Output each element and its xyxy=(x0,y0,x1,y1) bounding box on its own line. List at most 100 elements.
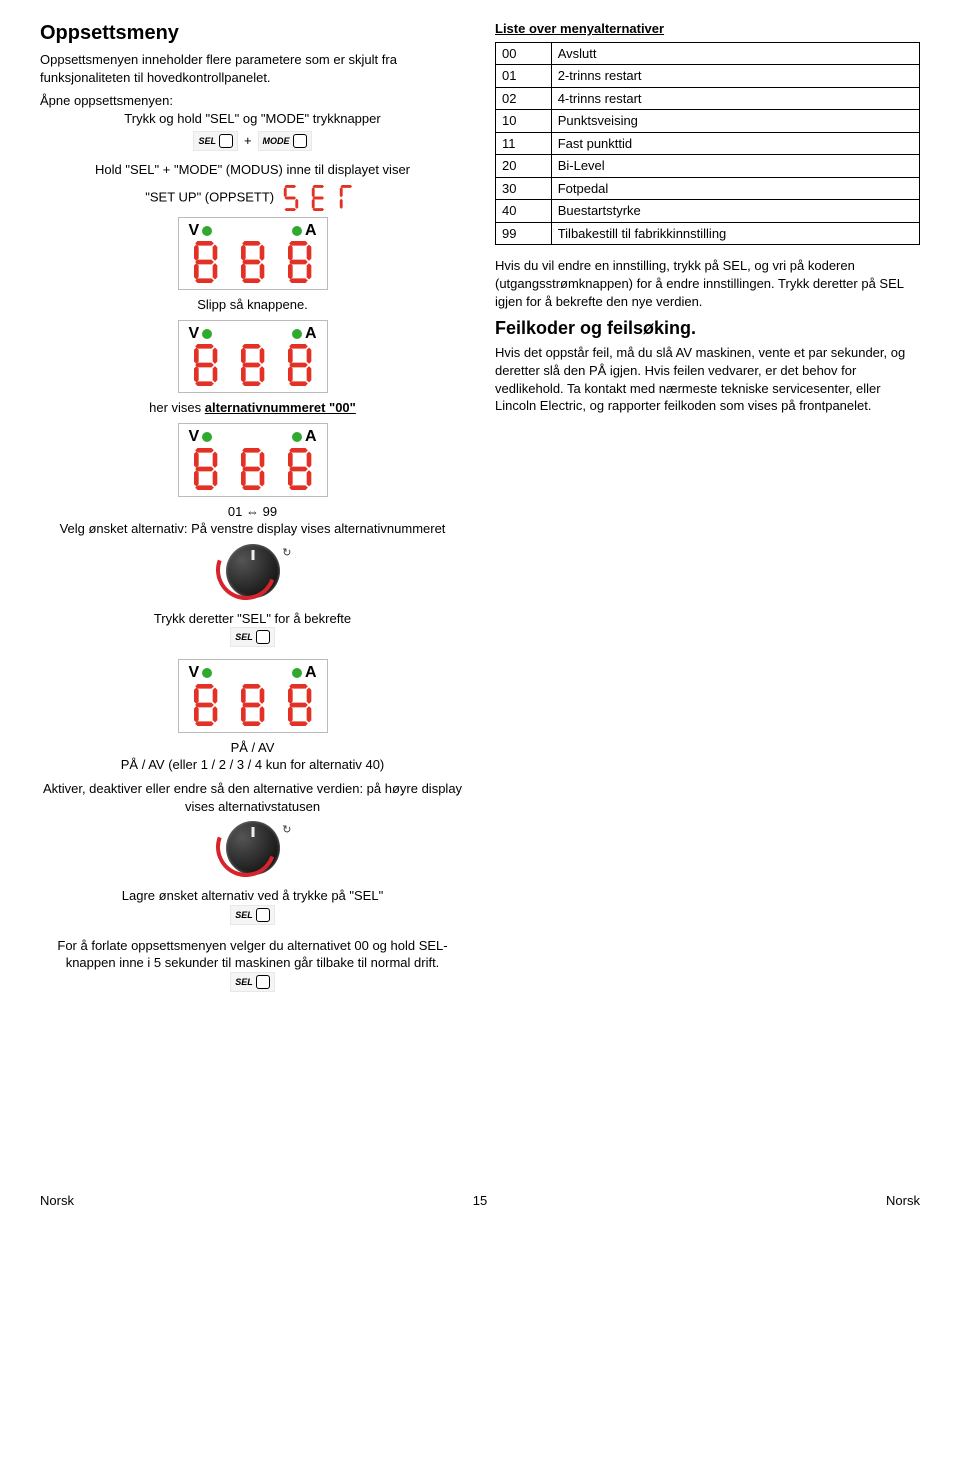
sec-word xyxy=(278,185,360,211)
display-panel: V A xyxy=(178,659,328,733)
square-icon xyxy=(293,134,307,148)
sel-button[interactable]: SEL xyxy=(230,627,275,647)
sel-button[interactable]: SEL xyxy=(230,905,275,925)
mode-button[interactable]: MODE xyxy=(258,131,312,151)
square-icon xyxy=(256,630,270,644)
led-dot-icon xyxy=(292,329,302,339)
table-row: 30Fotpedal xyxy=(496,177,920,200)
table-cell: Bi-Level xyxy=(551,155,919,178)
footer-center: 15 xyxy=(473,1192,487,1210)
v-label: V xyxy=(189,222,200,239)
onoff-text: PÅ / AV (eller 1 / 2 / 3 / 4 kun for alt… xyxy=(40,756,465,774)
table-row: 012-trinns restart xyxy=(496,65,920,88)
onoff-label: PÅ / AV xyxy=(40,739,465,757)
v-label: V xyxy=(189,428,200,445)
table-cell: Avslutt xyxy=(551,42,919,65)
sel-button[interactable]: SEL xyxy=(193,131,238,151)
sel-button-label: SEL xyxy=(198,135,216,147)
seg8-icon xyxy=(279,684,320,726)
a-label: A xyxy=(305,325,317,342)
a-label: A xyxy=(305,222,317,239)
sel-plus-mode-row: SEL + MODE xyxy=(193,131,311,151)
table-cell: Tilbakestill til fabrikkinnstilling xyxy=(551,222,919,245)
err-text: Hvis det oppstår feil, må du slå AV mask… xyxy=(495,344,920,414)
table-cell: 20 xyxy=(496,155,552,178)
encoder-arrow-icon: ↻ xyxy=(282,546,291,561)
mode-button-label: MODE xyxy=(263,135,290,147)
display-panel: V A xyxy=(178,320,328,394)
display-panel: V A xyxy=(178,423,328,497)
footer-left: Norsk xyxy=(40,1192,74,1210)
left-intro: Oppsettsmenyen inneholder flere paramete… xyxy=(40,51,465,86)
footer-right: Norsk xyxy=(886,1192,920,1210)
square-icon xyxy=(256,975,270,989)
confirm-sel-text: Trykk deretter "SEL" for å bekrefte xyxy=(40,610,465,628)
exit-text: For å forlate oppsettsmenyen velger du a… xyxy=(40,937,465,972)
table-row: 40Buestartstyrke xyxy=(496,200,920,223)
a-label: A xyxy=(305,428,317,445)
plus-label: + xyxy=(244,132,252,150)
release-text: Slipp så knappene. xyxy=(40,296,465,314)
square-icon xyxy=(219,134,233,148)
led-dot-icon xyxy=(292,432,302,442)
change-text: Hvis du vil endre en innstilling, trykk … xyxy=(495,257,920,310)
led-dot-icon xyxy=(202,668,212,678)
sel-button[interactable]: SEL xyxy=(230,972,275,992)
square-icon xyxy=(256,908,270,922)
open-menu-heading: Åpne oppsettsmenyen: xyxy=(40,92,465,110)
table-row: 00Avslutt xyxy=(496,42,920,65)
activate-text: Aktiver, deaktiver eller endre så den al… xyxy=(40,780,465,815)
sel-button-label: SEL xyxy=(235,976,253,988)
table-row: 024-trinns restart xyxy=(496,87,920,110)
err-heading: Feilkoder og feilsøking. xyxy=(495,316,920,340)
open-menu-step: Trykk og hold "SEL" og "MODE" trykknappe… xyxy=(40,110,465,128)
seg-c-icon xyxy=(334,185,360,211)
table-cell: 10 xyxy=(496,110,552,133)
table-cell: 4-trinns restart xyxy=(551,87,919,110)
setup-label: "SET UP" (OPPSETT) xyxy=(145,189,274,204)
led-dot-icon xyxy=(292,668,302,678)
menu-table: 00Avslutt012-trinns restart024-trinns re… xyxy=(495,42,920,246)
encoder-knob[interactable]: ↻ xyxy=(218,544,288,598)
seg8-icon xyxy=(185,344,226,386)
save-text: Lagre ønsket alternativ ved å trykke på … xyxy=(40,887,465,905)
v-label: V xyxy=(189,325,200,342)
seg-s-icon xyxy=(278,185,304,211)
footer: Norsk 15 Norsk xyxy=(40,1192,920,1210)
seg8-icon xyxy=(232,344,273,386)
table-cell: 00 xyxy=(496,42,552,65)
seg8-icon xyxy=(185,241,226,283)
right-column: Liste over menyalternativer 00Avslutt012… xyxy=(495,20,920,992)
table-cell: Fast punkttid xyxy=(551,132,919,155)
seg8-icon xyxy=(232,684,273,726)
sel-button-label: SEL xyxy=(235,631,253,643)
display-panel: V A xyxy=(178,217,328,291)
table-cell: 99 xyxy=(496,222,552,245)
seg8-icon xyxy=(185,684,226,726)
table-cell: 01 xyxy=(496,65,552,88)
left-column: Oppsettsmeny Oppsettsmenyen inneholder f… xyxy=(40,20,465,992)
sel-button-label: SEL xyxy=(235,909,253,921)
led-dot-icon xyxy=(202,226,212,236)
seg-e-icon xyxy=(306,185,332,211)
seg8-icon xyxy=(185,448,226,490)
encoder-arrow-icon: ↻ xyxy=(282,823,291,838)
menu-heading: Liste over menyalternativer xyxy=(495,20,920,38)
alt00-text: her vises alternativnummeret "00" xyxy=(40,399,465,417)
encoder-knob[interactable]: ↻ xyxy=(218,821,288,875)
led-dot-icon xyxy=(202,432,212,442)
a-label: A xyxy=(305,664,317,681)
select-left-text: Velg ønsket alternativ: På venstre displ… xyxy=(40,520,465,538)
seg8-icon xyxy=(279,241,320,283)
table-cell: 02 xyxy=(496,87,552,110)
table-cell: Buestartstyrke xyxy=(551,200,919,223)
left-title: Oppsettsmeny xyxy=(40,20,465,47)
table-row: 11Fast punkttid xyxy=(496,132,920,155)
led-dot-icon xyxy=(292,226,302,236)
seg8-icon xyxy=(232,241,273,283)
v-label: V xyxy=(189,664,200,681)
range-text: 01 ⇔ 99 xyxy=(40,503,465,521)
table-cell: 30 xyxy=(496,177,552,200)
table-row: 10Punktsveising xyxy=(496,110,920,133)
table-cell: Punktsveising xyxy=(551,110,919,133)
